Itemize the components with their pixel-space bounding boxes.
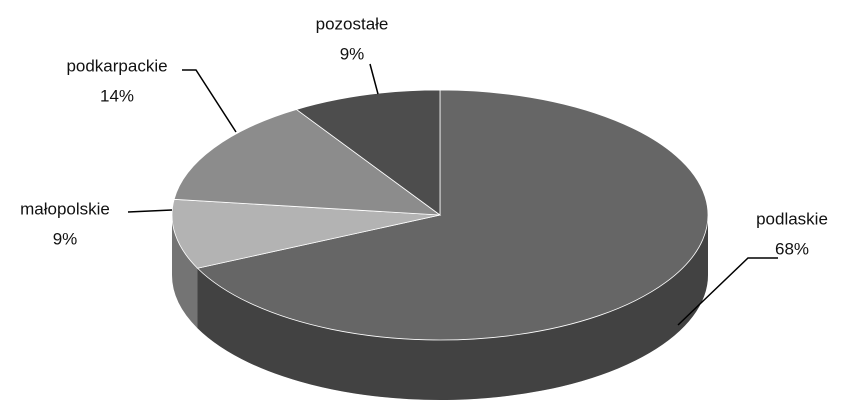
slice-value-label: 68% xyxy=(775,239,809,258)
slice-value-label: 9% xyxy=(340,44,365,63)
slice-value-label: 9% xyxy=(53,229,78,248)
slice-label: podkarpackie xyxy=(66,56,167,75)
leader-line xyxy=(677,257,778,326)
slice xyxy=(196,89,709,341)
leader-line xyxy=(127,209,173,213)
slice-side xyxy=(197,215,708,400)
slice xyxy=(173,109,442,216)
slice xyxy=(295,89,441,216)
leader-line xyxy=(369,63,379,95)
leader-line xyxy=(182,69,237,133)
slice-value-label: 14% xyxy=(100,86,134,105)
slice xyxy=(171,198,441,269)
slice-label: pozostałe xyxy=(316,14,389,33)
slice-label: małopolskie xyxy=(20,199,110,218)
slice-side-shade xyxy=(197,215,708,400)
slice-label: podlaskie xyxy=(756,209,828,228)
